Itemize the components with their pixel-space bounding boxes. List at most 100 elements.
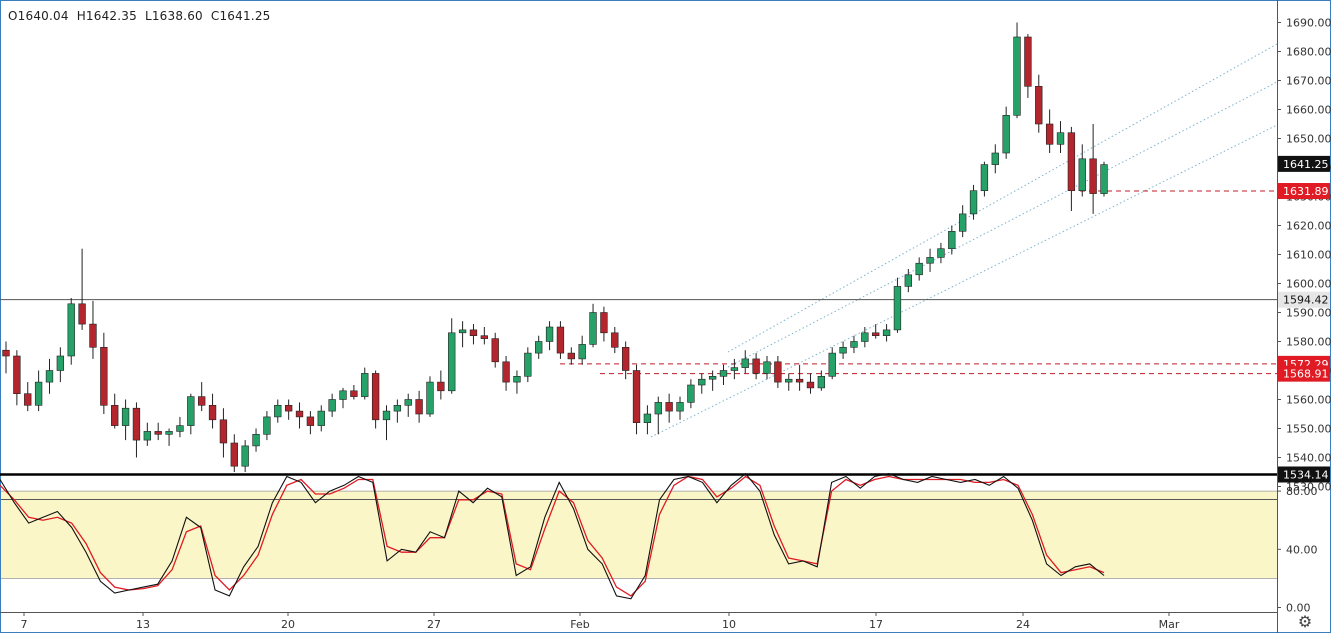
time-tick-label: 17 [869, 618, 883, 631]
candle-body [263, 416, 271, 435]
candle-body [643, 413, 652, 423]
stoch-tick-label: 40.00 [1286, 543, 1318, 556]
stoch-d-line [0, 475, 1105, 597]
candle-body [578, 344, 586, 360]
candle-body [121, 407, 130, 426]
candle-body [545, 326, 554, 342]
candle-body [241, 445, 249, 467]
candle [154, 422, 162, 441]
candle-body [1024, 36, 1032, 87]
candle [632, 364, 641, 435]
candle [839, 341, 847, 359]
candle-body [1078, 158, 1086, 192]
price-tick-label: 1620.00 [1286, 220, 1331, 233]
price-tick-label: 1610.00 [1286, 249, 1331, 262]
candle-body [393, 404, 402, 412]
price-tick-label: 1660.00 [1286, 104, 1331, 117]
candle-body [1035, 86, 1043, 125]
candle [56, 347, 65, 383]
candle-body [187, 396, 195, 426]
candle [806, 373, 815, 394]
candle-body [741, 358, 749, 368]
candle-body [34, 381, 43, 406]
price-tick-label: 1580.00 [1286, 336, 1331, 349]
candle-body [1013, 36, 1021, 116]
candle-body [698, 378, 706, 386]
tag-level-1568-bg [1278, 365, 1330, 382]
candle-body [676, 402, 684, 412]
tag-support-bg [1278, 466, 1330, 483]
channel-line [727, 81, 1278, 368]
candle [382, 405, 391, 441]
candle [795, 364, 804, 391]
time-tick-label: Feb [570, 618, 589, 631]
candle [643, 405, 652, 435]
candle-body [480, 335, 489, 339]
candle [872, 324, 880, 339]
candle [828, 347, 836, 380]
candle-body [567, 352, 575, 360]
candle-body [524, 352, 532, 377]
candle-body [687, 384, 695, 403]
stoch-band [0, 491, 1277, 579]
candle-body [361, 373, 369, 397]
candle-body [13, 355, 21, 395]
candle [1100, 161, 1108, 197]
candle [415, 390, 423, 423]
candle-body [252, 433, 260, 447]
candle [959, 205, 967, 238]
settings-gear-icon[interactable]: ⚙ [1297, 612, 1313, 631]
candle-body [806, 381, 815, 389]
candle [937, 242, 945, 264]
candle-body [850, 341, 858, 348]
candle [948, 225, 956, 255]
stoch-tick-label: 80.00 [1286, 485, 1318, 498]
candle-body [980, 164, 989, 192]
candle [404, 393, 412, 417]
candle [1035, 74, 1043, 133]
price-tick-label: 1670.00 [1286, 75, 1331, 88]
candle [904, 269, 912, 293]
candle-body [143, 431, 151, 441]
price-tick-label: 1550.00 [1286, 423, 1331, 436]
ohlc-readout: O1640.04 H1642.35 L1638.60 C1641.25 [8, 9, 275, 23]
candle-body [111, 404, 119, 426]
candle-body [872, 332, 880, 336]
candle-body [991, 152, 999, 165]
price-tick-label: 1560.00 [1286, 394, 1331, 407]
candle [676, 396, 684, 420]
candle-body [100, 346, 108, 406]
candle-body [502, 361, 510, 383]
candle [491, 332, 499, 368]
candle [230, 434, 238, 472]
candle [915, 257, 923, 281]
tag-last-price-bg [1278, 155, 1330, 172]
candle [882, 324, 891, 342]
candle [524, 347, 532, 383]
candle-body [295, 410, 304, 418]
candle-body [2, 349, 10, 357]
candle [1078, 144, 1086, 197]
price-tick-label: 1650.00 [1286, 133, 1331, 146]
candle [991, 144, 999, 174]
candle [774, 356, 782, 388]
candle [817, 370, 826, 391]
candle [1013, 22, 1021, 119]
candle-body [839, 346, 847, 354]
time-tick-label: 7 [21, 618, 28, 631]
candle [469, 324, 478, 345]
candle-body [959, 213, 967, 232]
candle [567, 347, 575, 365]
candle-body [230, 442, 238, 467]
candle [611, 327, 619, 354]
candle-body [328, 399, 336, 412]
candle [719, 364, 728, 385]
candle [578, 335, 586, 365]
candle [535, 335, 543, 359]
tag-resistance: 1594.42 [1283, 294, 1329, 307]
candle [111, 393, 119, 429]
candle [208, 393, 217, 429]
candle [1002, 106, 1010, 159]
candle [741, 350, 749, 374]
